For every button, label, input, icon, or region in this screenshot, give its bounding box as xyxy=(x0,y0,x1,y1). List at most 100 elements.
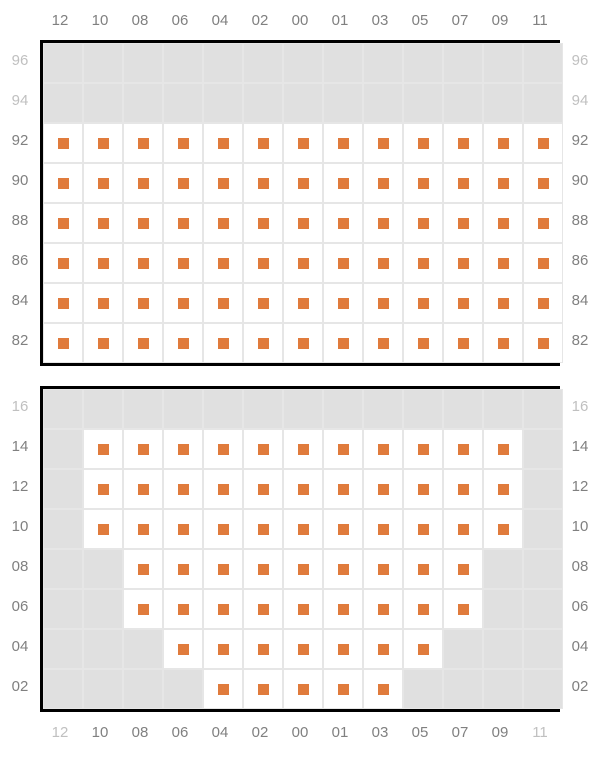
seat-cell[interactable] xyxy=(283,323,323,363)
seat-cell[interactable] xyxy=(123,429,163,469)
seat-cell[interactable] xyxy=(243,629,283,669)
seat-cell[interactable] xyxy=(83,469,123,509)
seat-cell[interactable] xyxy=(203,509,243,549)
seat-cell[interactable] xyxy=(523,283,563,323)
seat-cell[interactable] xyxy=(403,549,443,589)
seat-cell[interactable] xyxy=(43,323,83,363)
seat-cell[interactable] xyxy=(123,589,163,629)
seat-cell[interactable] xyxy=(443,429,483,469)
seat-cell[interactable] xyxy=(243,203,283,243)
seat-cell[interactable] xyxy=(323,243,363,283)
seat-cell[interactable] xyxy=(83,283,123,323)
seat-cell[interactable] xyxy=(363,549,403,589)
seat-cell[interactable] xyxy=(163,509,203,549)
seat-cell[interactable] xyxy=(323,509,363,549)
seat-cell[interactable] xyxy=(243,163,283,203)
seat-cell[interactable] xyxy=(363,163,403,203)
seat-cell[interactable] xyxy=(443,243,483,283)
seat-cell[interactable] xyxy=(523,163,563,203)
seat-cell[interactable] xyxy=(483,123,523,163)
seat-cell[interactable] xyxy=(243,323,283,363)
seat-cell[interactable] xyxy=(243,123,283,163)
seat-cell[interactable] xyxy=(363,203,403,243)
seat-cell[interactable] xyxy=(323,283,363,323)
seat-cell[interactable] xyxy=(483,469,523,509)
seat-cell[interactable] xyxy=(363,509,403,549)
seat-cell[interactable] xyxy=(483,429,523,469)
seat-cell[interactable] xyxy=(323,549,363,589)
seat-cell[interactable] xyxy=(203,549,243,589)
seat-cell[interactable] xyxy=(163,469,203,509)
seat-cell[interactable] xyxy=(43,283,83,323)
seat-cell[interactable] xyxy=(363,123,403,163)
seat-cell[interactable] xyxy=(203,629,243,669)
seat-cell[interactable] xyxy=(323,163,363,203)
seat-cell[interactable] xyxy=(203,429,243,469)
seat-cell[interactable] xyxy=(203,243,243,283)
seat-cell[interactable] xyxy=(483,323,523,363)
seat-cell[interactable] xyxy=(443,549,483,589)
seat-cell[interactable] xyxy=(123,323,163,363)
seat-cell[interactable] xyxy=(243,469,283,509)
seat-cell[interactable] xyxy=(83,509,123,549)
seat-cell[interactable] xyxy=(323,589,363,629)
seat-cell[interactable] xyxy=(163,283,203,323)
seat-cell[interactable] xyxy=(83,429,123,469)
seat-cell[interactable] xyxy=(283,469,323,509)
seat-cell[interactable] xyxy=(163,589,203,629)
seat-cell[interactable] xyxy=(203,123,243,163)
seat-cell[interactable] xyxy=(403,629,443,669)
seat-cell[interactable] xyxy=(123,469,163,509)
seat-cell[interactable] xyxy=(163,123,203,163)
seat-cell[interactable] xyxy=(283,669,323,709)
seat-cell[interactable] xyxy=(163,629,203,669)
seat-cell[interactable] xyxy=(403,283,443,323)
seat-cell[interactable] xyxy=(283,549,323,589)
seat-cell[interactable] xyxy=(523,323,563,363)
seat-cell[interactable] xyxy=(443,469,483,509)
seat-cell[interactable] xyxy=(443,283,483,323)
seat-cell[interactable] xyxy=(283,429,323,469)
seat-cell[interactable] xyxy=(283,509,323,549)
seat-cell[interactable] xyxy=(163,203,203,243)
seat-cell[interactable] xyxy=(43,203,83,243)
seat-cell[interactable] xyxy=(83,123,123,163)
seat-cell[interactable] xyxy=(283,123,323,163)
seat-cell[interactable] xyxy=(403,123,443,163)
seat-cell[interactable] xyxy=(203,203,243,243)
seat-cell[interactable] xyxy=(323,429,363,469)
seat-cell[interactable] xyxy=(203,283,243,323)
seat-cell[interactable] xyxy=(243,669,283,709)
seat-cell[interactable] xyxy=(403,509,443,549)
seat-cell[interactable] xyxy=(283,283,323,323)
seat-cell[interactable] xyxy=(443,123,483,163)
seat-cell[interactable] xyxy=(483,243,523,283)
seat-cell[interactable] xyxy=(243,549,283,589)
seat-cell[interactable] xyxy=(323,669,363,709)
seat-cell[interactable] xyxy=(403,469,443,509)
seat-cell[interactable] xyxy=(523,203,563,243)
seat-cell[interactable] xyxy=(123,203,163,243)
seat-cell[interactable] xyxy=(243,509,283,549)
seat-cell[interactable] xyxy=(123,549,163,589)
seat-cell[interactable] xyxy=(323,629,363,669)
seat-cell[interactable] xyxy=(163,163,203,203)
seat-cell[interactable] xyxy=(443,323,483,363)
seat-cell[interactable] xyxy=(203,669,243,709)
seat-cell[interactable] xyxy=(483,203,523,243)
seat-cell[interactable] xyxy=(323,323,363,363)
seat-cell[interactable] xyxy=(523,243,563,283)
seat-cell[interactable] xyxy=(523,123,563,163)
seat-cell[interactable] xyxy=(123,509,163,549)
seat-cell[interactable] xyxy=(323,123,363,163)
seat-cell[interactable] xyxy=(363,629,403,669)
seat-cell[interactable] xyxy=(403,589,443,629)
seat-cell[interactable] xyxy=(43,123,83,163)
seat-cell[interactable] xyxy=(283,163,323,203)
seat-cell[interactable] xyxy=(163,243,203,283)
seat-cell[interactable] xyxy=(363,589,403,629)
seat-cell[interactable] xyxy=(163,549,203,589)
seat-cell[interactable] xyxy=(123,283,163,323)
seat-cell[interactable] xyxy=(203,323,243,363)
seat-cell[interactable] xyxy=(443,509,483,549)
